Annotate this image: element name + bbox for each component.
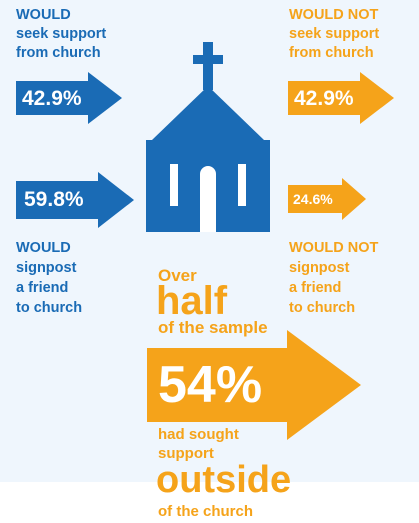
half-text: half (156, 279, 228, 323)
would-not-signpost-label: WOULD NOT signpost a friend to church (289, 240, 379, 316)
outside-text: outside (156, 459, 292, 501)
of-sample-text: of the sample (158, 318, 268, 337)
church-icon (146, 42, 270, 232)
would-not-seek-arrow (288, 72, 394, 124)
bottom-band (0, 482, 419, 523)
would-not-seek-label: WOULD NOT seek support from church (289, 7, 380, 61)
would-signpost-label: WOULD signpost a friend to church (16, 240, 83, 316)
of-church-text: of the church (158, 503, 254, 520)
would-not-seek-value: 42.9% (294, 87, 354, 110)
would-signpost-value: 59.8% (24, 188, 84, 211)
would-seek-value: 42.9% (22, 87, 82, 110)
would-signpost-arrow (16, 172, 134, 228)
highlight-arrow (147, 330, 361, 440)
had-sought-text: had sought support (158, 426, 239, 462)
would-not-signpost-value: 24.6% (293, 191, 333, 207)
would-not-signpost-arrow (288, 178, 366, 220)
would-seek-arrow (16, 72, 122, 124)
over-text: Over (158, 266, 197, 285)
highlight-value: 54% (158, 356, 263, 414)
would-seek-label: WOULD seek support from church (16, 7, 107, 61)
